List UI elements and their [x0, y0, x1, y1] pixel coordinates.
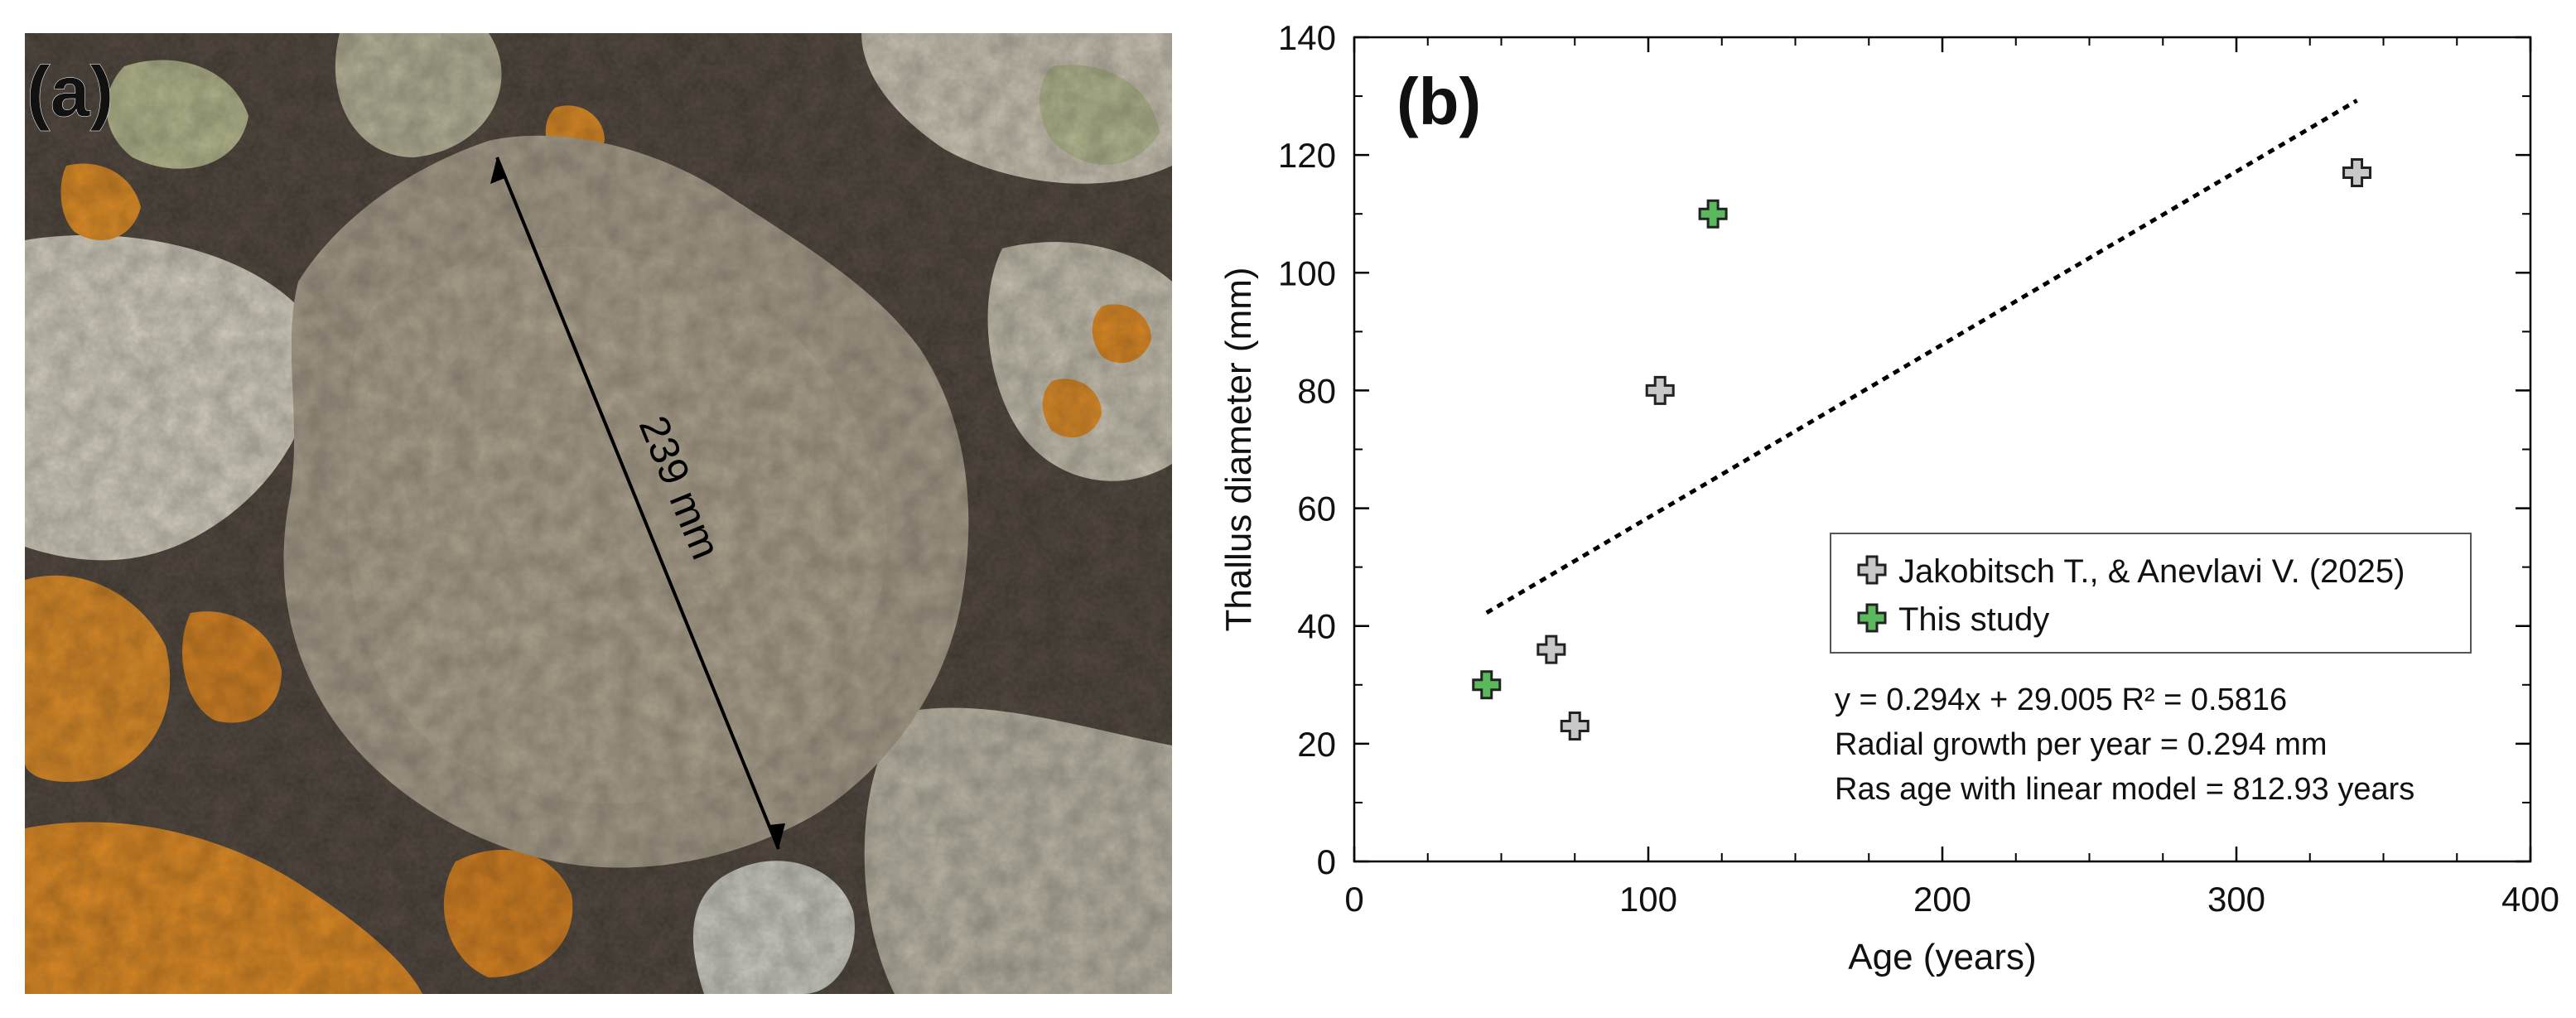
- x-tick-label: 0: [1344, 880, 1363, 919]
- equation-annotations: y = 0.294x + 29.005 R² = 0.5816 Radial gr…: [1835, 683, 2414, 807]
- data-point-series-1: [1698, 199, 1728, 229]
- y-tick-label: 40: [1297, 607, 1336, 646]
- data-point-series-0: [1536, 634, 1566, 664]
- lichen-photo-panel: 239 mm (a): [25, 33, 1172, 994]
- legend-label-series-0: Jakobitsch T., & Anevlavi V. (2025): [1898, 553, 2405, 590]
- y-tick-label: 140: [1278, 18, 1336, 57]
- legend: Jakobitsch T., & Anevlavi V. (2025) This …: [1830, 533, 2472, 654]
- y-axis-label: Thallus diameter (mm): [1218, 267, 1259, 631]
- data-point-series-1: [1472, 670, 1502, 700]
- panel-b-label: (b): [1397, 65, 1481, 138]
- annotation-line: Ras age with linear model = 812.93 years: [1835, 772, 2414, 807]
- chart-panel: 0 20 40 60 80 100 120 140 0 100 200 300 400 (b) Age …: [1184, 0, 2576, 1014]
- legend-marker-series-0: [1857, 555, 1887, 585]
- scatter-chart: 0 20 40 60 80 100 120 140 0 100 200 300 400 (b) Age …: [1218, 18, 2559, 977]
- data-points: [1472, 157, 2372, 741]
- x-tick-label: 400: [2501, 880, 2559, 919]
- panel-a-label: (a): [27, 52, 113, 132]
- legend-label-series-1: This study: [1898, 601, 2049, 638]
- y-tick-label: 100: [1278, 253, 1336, 292]
- measurement-arrow: [490, 157, 785, 850]
- data-point-series-0: [2342, 157, 2372, 187]
- x-tick-label: 200: [1913, 880, 1971, 919]
- x-tick-label: 300: [2207, 880, 2265, 919]
- y-tick-label: 120: [1278, 136, 1336, 175]
- x-tick-label: 100: [1619, 880, 1677, 919]
- y-tick-label: 60: [1297, 490, 1336, 528]
- y-tick-label: 0: [1317, 842, 1336, 881]
- x-axis-label: Age (years): [1848, 937, 2036, 977]
- y-tick-label: 20: [1297, 725, 1336, 764]
- lichen-photo: 239 mm (a): [25, 33, 1172, 994]
- annotation-line: y = 0.294x + 29.005 R² = 0.5816: [1835, 683, 2287, 717]
- axis-ticks: 0 20 40 60 80 100 120 140 0 100 200 300 400: [1278, 18, 2559, 919]
- legend-box: [1830, 533, 2472, 654]
- data-point-series-0: [1645, 375, 1675, 405]
- annotation-line: Radial growth per year = 0.294 mm: [1835, 727, 2328, 762]
- y-tick-label: 80: [1297, 371, 1336, 410]
- data-point-series-0: [1560, 712, 1589, 741]
- legend-marker-series-1: [1857, 603, 1887, 633]
